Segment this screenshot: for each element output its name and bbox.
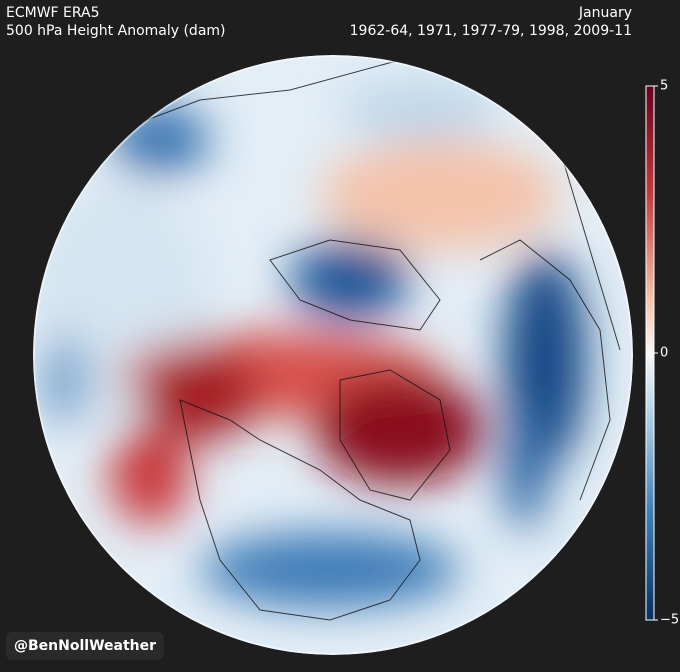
colorbar [645,85,655,621]
globe [33,55,633,655]
tick-label: −5 [660,613,679,628]
tick-label: 0 [660,346,668,361]
header-line: January [578,5,632,21]
header-line: ECMWF ERA5 [6,5,100,21]
tick-label: 5 [660,79,668,94]
header-right: January 1962-64, 1971, 1977-79, 1998, 20… [350,4,632,40]
header-line: 1962-64, 1971, 1977-79, 1998, 2009-11 [349,23,632,39]
credit: @BenNollWeather [6,632,165,660]
header-line: 500 hPa Height Anomaly (dam) [6,23,226,39]
header-left: ECMWF ERA5 500 hPa Height Anomaly (dam) [6,4,226,40]
